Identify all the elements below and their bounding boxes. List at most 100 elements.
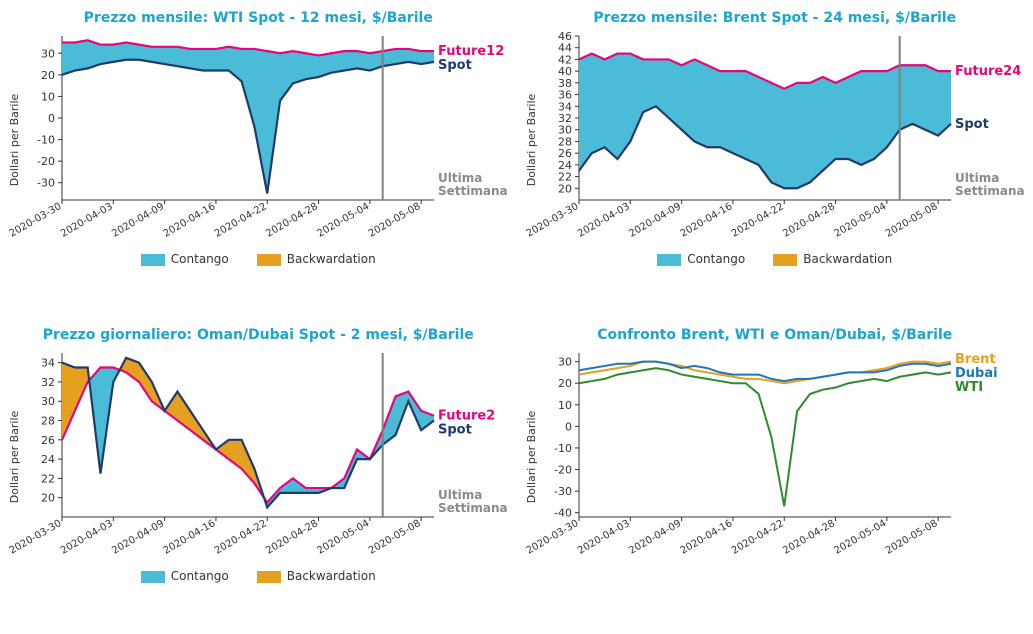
svg-text:Spot: Spot bbox=[438, 58, 472, 73]
svg-text:10: 10 bbox=[558, 399, 572, 412]
chart1-legend: Contango Backwardation bbox=[8, 252, 509, 266]
svg-text:2020-04-28: 2020-04-28 bbox=[781, 518, 837, 557]
svg-text:26: 26 bbox=[558, 147, 572, 160]
svg-text:32: 32 bbox=[558, 112, 572, 125]
svg-text:30: 30 bbox=[558, 356, 572, 369]
svg-text:30: 30 bbox=[41, 395, 55, 408]
chart4-title: Confronto Brent, WTI e Oman/Dubai, $/Bar… bbox=[525, 327, 1026, 343]
svg-text:2020-04-03: 2020-04-03 bbox=[59, 201, 115, 240]
svg-text:34: 34 bbox=[41, 357, 55, 370]
svg-text:24: 24 bbox=[41, 453, 55, 466]
svg-text:2020-04-28: 2020-04-28 bbox=[264, 201, 320, 240]
svg-text:Future12: Future12 bbox=[438, 44, 504, 59]
svg-text:44: 44 bbox=[558, 42, 572, 55]
svg-text:Settimana: Settimana bbox=[955, 184, 1025, 198]
svg-text:2020-04-03: 2020-04-03 bbox=[575, 518, 631, 557]
backwardation-swatch bbox=[257, 254, 281, 266]
chart2-ylabel: Dollari per Barile bbox=[525, 94, 538, 187]
chart1-title: Prezzo mensile: WTI Spot - 12 mesi, $/Ba… bbox=[8, 10, 509, 26]
svg-text:2020-04-28: 2020-04-28 bbox=[264, 518, 320, 557]
svg-text:46: 46 bbox=[558, 30, 572, 43]
svg-text:28: 28 bbox=[558, 135, 572, 148]
svg-text:2020-03-30: 2020-03-30 bbox=[8, 201, 64, 240]
svg-text:24: 24 bbox=[558, 159, 572, 172]
svg-text:38: 38 bbox=[558, 77, 572, 90]
svg-text:2020-05-04: 2020-05-04 bbox=[316, 201, 372, 240]
svg-text:2020-04-03: 2020-04-03 bbox=[575, 201, 631, 240]
svg-text:2020-04-09: 2020-04-09 bbox=[627, 201, 683, 240]
chart2-title: Prezzo mensile: Brent Spot - 24 mesi, $/… bbox=[525, 10, 1026, 26]
chart3-title: Prezzo giornaliero: Oman/Dubai Spot - 2 … bbox=[8, 327, 509, 343]
svg-text:Settimana: Settimana bbox=[438, 184, 508, 198]
svg-text:20: 20 bbox=[558, 182, 572, 195]
svg-text:40: 40 bbox=[558, 65, 572, 78]
svg-text:2020-04-22: 2020-04-22 bbox=[729, 201, 785, 240]
svg-text:2020-03-30: 2020-03-30 bbox=[525, 201, 581, 240]
contango-swatch bbox=[657, 254, 681, 266]
panel-oman-2m: Prezzo giornaliero: Oman/Dubai Spot - 2 … bbox=[0, 317, 517, 634]
chart2-legend: Contango Backwardation bbox=[525, 252, 1026, 266]
chart3-legend: Contango Backwardation bbox=[8, 569, 509, 583]
svg-text:-30: -30 bbox=[554, 485, 572, 498]
chart3-ylabel: Dollari per Barile bbox=[8, 411, 21, 504]
svg-text:2020-04-03: 2020-04-03 bbox=[59, 518, 115, 557]
chart1-ylabel: Dollari per Barile bbox=[8, 94, 21, 187]
svg-text:-40: -40 bbox=[554, 507, 572, 520]
svg-text:Future2: Future2 bbox=[438, 409, 495, 424]
svg-text:30: 30 bbox=[41, 47, 55, 60]
svg-text:2020-04-09: 2020-04-09 bbox=[627, 518, 683, 557]
svg-text:22: 22 bbox=[558, 171, 572, 184]
svg-text:-20: -20 bbox=[37, 155, 55, 168]
svg-text:2020-04-09: 2020-04-09 bbox=[110, 518, 166, 557]
svg-text:2020-03-30: 2020-03-30 bbox=[8, 518, 64, 557]
legend-contango-label: Contango bbox=[171, 569, 229, 583]
chart2-svg: 20222426283032343638404244462020-03-3020… bbox=[525, 30, 1025, 250]
panel-compare: Confronto Brent, WTI e Oman/Dubai, $/Bar… bbox=[517, 317, 1033, 634]
legend-backwardation-label: Backwardation bbox=[287, 252, 376, 266]
svg-text:30: 30 bbox=[558, 124, 572, 137]
svg-text:-10: -10 bbox=[37, 134, 55, 147]
chart1-svg: -30 -20 -10 0 10 20 30 2020-03-302020-04-03 2020… bbox=[8, 30, 508, 250]
svg-text:2020-04-28: 2020-04-28 bbox=[781, 201, 837, 240]
svg-text:2020-04-16: 2020-04-16 bbox=[162, 201, 218, 240]
svg-text:2020-04-16: 2020-04-16 bbox=[678, 201, 734, 240]
svg-text:Ultima: Ultima bbox=[438, 171, 482, 185]
backwardation-swatch bbox=[257, 571, 281, 583]
svg-text:0: 0 bbox=[48, 112, 55, 125]
svg-text:22: 22 bbox=[41, 472, 55, 485]
svg-text:2020-05-08: 2020-05-08 bbox=[883, 201, 939, 240]
legend-backwardation-label: Backwardation bbox=[803, 252, 892, 266]
contango-swatch bbox=[141, 571, 165, 583]
svg-text:32: 32 bbox=[41, 376, 55, 389]
svg-text:10: 10 bbox=[41, 90, 55, 103]
svg-text:42: 42 bbox=[558, 53, 572, 66]
svg-text:20: 20 bbox=[558, 377, 572, 390]
svg-text:2020-05-04: 2020-05-04 bbox=[832, 201, 888, 240]
panel-brent-24m: Prezzo mensile: Brent Spot - 24 mesi, $/… bbox=[517, 0, 1033, 317]
svg-text:20: 20 bbox=[41, 69, 55, 82]
svg-text:Spot: Spot bbox=[438, 423, 472, 438]
svg-text:34: 34 bbox=[558, 100, 572, 113]
svg-text:-30: -30 bbox=[37, 177, 55, 190]
svg-text:2020-05-08: 2020-05-08 bbox=[367, 201, 423, 240]
svg-text:2020-04-22: 2020-04-22 bbox=[729, 518, 785, 557]
svg-text:-10: -10 bbox=[554, 442, 572, 455]
legend-backwardation-label: Backwardation bbox=[287, 569, 376, 583]
svg-text:2020-05-04: 2020-05-04 bbox=[316, 518, 372, 557]
svg-text:2020-05-08: 2020-05-08 bbox=[367, 518, 423, 557]
svg-text:36: 36 bbox=[558, 89, 572, 102]
svg-text:2020-05-04: 2020-05-04 bbox=[832, 518, 888, 557]
svg-text:2020-03-30: 2020-03-30 bbox=[525, 518, 581, 557]
svg-text:Dubai: Dubai bbox=[955, 366, 998, 381]
svg-text:Brent: Brent bbox=[955, 352, 996, 367]
svg-text:2020-04-22: 2020-04-22 bbox=[213, 201, 269, 240]
dashboard-grid: Prezzo mensile: WTI Spot - 12 mesi, $/Ba… bbox=[0, 0, 1033, 634]
legend-contango-label: Contango bbox=[687, 252, 745, 266]
legend-contango-label: Contango bbox=[171, 252, 229, 266]
svg-text:-20: -20 bbox=[554, 464, 572, 477]
svg-text:2020-04-16: 2020-04-16 bbox=[678, 518, 734, 557]
svg-text:26: 26 bbox=[41, 434, 55, 447]
svg-text:20: 20 bbox=[41, 492, 55, 505]
chart4-ylabel: Dollari per Barile bbox=[525, 411, 538, 504]
svg-text:2020-04-22: 2020-04-22 bbox=[213, 518, 269, 557]
